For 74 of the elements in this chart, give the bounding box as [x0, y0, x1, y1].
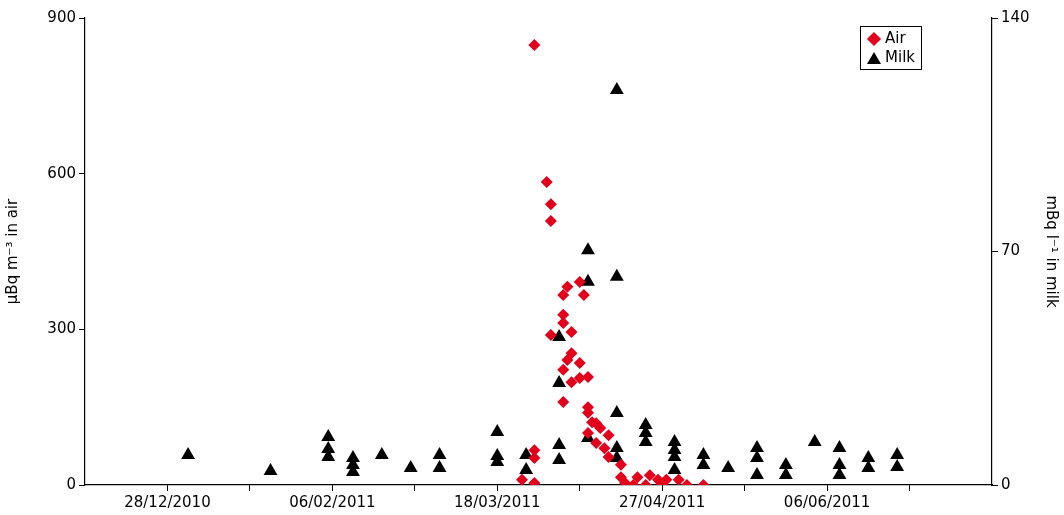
y2-tick-label: 0: [1001, 474, 1011, 493]
x-tick-label: 06/02/2011: [289, 492, 376, 511]
y2-axis-title: mBq l⁻¹ in milk: [1043, 195, 1062, 308]
point: [565, 325, 578, 338]
y-tick-label: 300: [47, 319, 76, 338]
point: [890, 458, 905, 471]
point: [557, 363, 570, 376]
point: [696, 446, 711, 459]
point: [561, 353, 574, 366]
point: [672, 473, 685, 485]
x-tick-label: 28/12/2010: [124, 492, 211, 511]
point: [890, 446, 905, 459]
point: [577, 289, 590, 302]
point: [544, 329, 557, 342]
legend-label: Air: [885, 29, 906, 47]
point: [544, 214, 557, 227]
point: [614, 458, 627, 471]
point: [807, 433, 822, 446]
y-tick-label: 0: [66, 474, 76, 493]
point: [721, 459, 736, 472]
x-tick-label: 18/03/2011: [454, 492, 541, 511]
point: [832, 456, 847, 469]
x-tick-label: 06/06/2011: [783, 492, 871, 511]
point: [631, 471, 644, 484]
point: [403, 459, 418, 472]
point: [832, 439, 847, 452]
point: [263, 462, 278, 475]
point: [552, 328, 567, 341]
point: [778, 456, 793, 469]
point: [540, 175, 553, 188]
point: [552, 451, 567, 464]
point: [594, 421, 607, 434]
point: [643, 469, 656, 482]
point: [598, 442, 611, 455]
point: [321, 428, 336, 441]
point: [609, 404, 624, 417]
point: [528, 38, 541, 51]
point: [573, 276, 586, 289]
point: [750, 466, 764, 479]
point: [602, 450, 615, 463]
point: [432, 446, 447, 459]
point: [552, 374, 567, 387]
y2-tick-label: 140: [1001, 7, 1030, 26]
point: [374, 446, 389, 459]
y-axis-title: µBq m⁻³ in air: [2, 197, 21, 305]
point: [181, 446, 195, 459]
point: [573, 372, 586, 385]
point: [609, 82, 624, 95]
point: [750, 439, 764, 452]
point: [590, 436, 603, 449]
point: [609, 268, 624, 281]
point: [573, 357, 586, 370]
point: [602, 429, 615, 442]
point: [544, 198, 557, 211]
point: [609, 439, 624, 452]
y2-tick-label: 70: [1001, 241, 1021, 260]
point: [519, 461, 534, 474]
point: [581, 242, 595, 255]
y-tick-label: 600: [47, 163, 76, 182]
point: [581, 273, 595, 286]
point: [557, 289, 570, 302]
point: [490, 423, 505, 436]
point: [516, 473, 529, 485]
point: [552, 436, 567, 449]
point: [565, 376, 578, 389]
point: [432, 459, 447, 472]
y-tick-label: 900: [47, 7, 76, 26]
point: [861, 449, 876, 462]
point: [557, 317, 570, 330]
x-tick-label: 27/04/2011: [618, 492, 706, 511]
point: [561, 280, 574, 293]
point: [667, 461, 682, 474]
legend-label: Milk: [885, 48, 915, 66]
point: [557, 395, 570, 408]
